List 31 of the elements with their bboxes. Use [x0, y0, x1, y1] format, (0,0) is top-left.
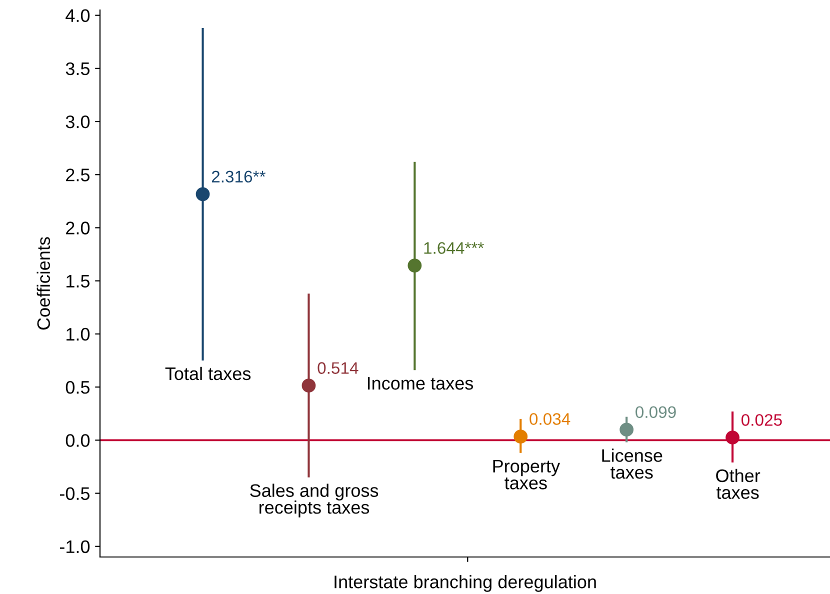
annotation: Other taxes — [716, 468, 760, 499]
y-tick-label: 1.5 — [66, 274, 90, 288]
y-tick-label: 0.5 — [66, 380, 90, 394]
y-tick-label: -1.0 — [60, 540, 90, 554]
y-tick-label: 3.5 — [66, 62, 90, 76]
point — [620, 422, 634, 437]
data-label: 0.514 — [318, 362, 358, 374]
data-label: 1.644*** — [424, 242, 484, 254]
y-tick-label: 4.0 — [66, 9, 90, 22]
y-tick-label: 1.0 — [66, 328, 90, 341]
annotation: License taxes — [602, 448, 662, 479]
data-label: 2.316** — [212, 170, 266, 183]
y-tick-label: -0.5 — [60, 487, 90, 500]
point — [514, 430, 528, 444]
y-tick-label: 3.0 — [66, 115, 90, 128]
data-label: 0.025 — [742, 414, 782, 426]
annotation: Property taxes — [493, 460, 560, 490]
x-axis-title: Interstate branching deregulation — [334, 575, 596, 592]
data-label: 0.099 — [636, 406, 676, 418]
point — [302, 378, 316, 393]
y-tick-label: 2.5 — [66, 168, 90, 182]
point — [196, 187, 210, 202]
data-label: 0.034 — [530, 413, 570, 425]
point — [726, 430, 740, 444]
y-axis-title: Coefficients — [36, 237, 50, 330]
y-tick-label: 2.0 — [66, 222, 90, 234]
point — [408, 258, 422, 272]
annotation: Income taxes — [368, 377, 474, 390]
annotation: Total taxes — [165, 366, 251, 380]
y-tick-label: 0.0 — [66, 434, 90, 447]
annotation: Sales and gross receipts taxes — [250, 484, 378, 518]
